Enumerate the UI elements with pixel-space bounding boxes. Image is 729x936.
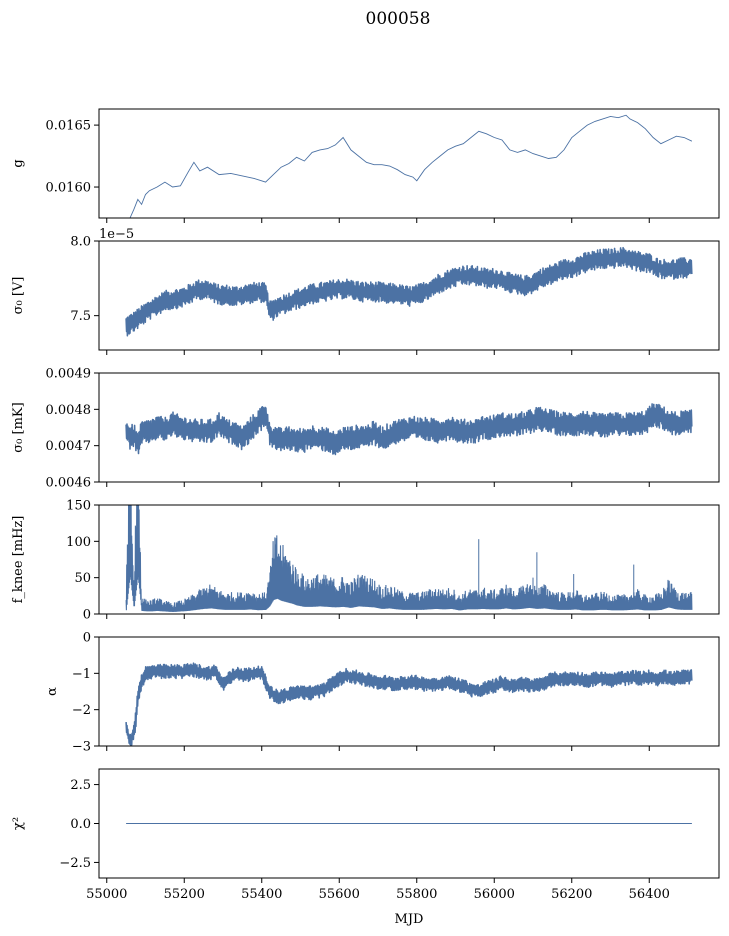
axes-frame [98,504,720,615]
y-tick-label: −3 [72,740,91,755]
y-tick-label: 0 [83,631,91,646]
panel-2: 7.5 8.0 1e−5 σ₀ [V] [11,227,720,355]
series-group [125,662,693,746]
panel-3: 0.0046 0.0047 0.0048 0.0049 σ₀ [mK] [11,367,720,491]
series-line [125,246,693,337]
y-tick-label: 0.0049 [46,367,92,382]
panel-5: −3 −2 −1 0 α [45,631,720,755]
series-line [129,114,693,218]
series-group [125,505,693,613]
y-axis-label: σ₀ [mK] [11,402,26,452]
series-line [125,403,693,456]
series-line [125,505,693,613]
x-axis-label: MJD [395,912,424,927]
y-offset-text: 1e−5 [99,227,134,242]
panel-6: −2.5 0.0 2.5 55000 55200 55400 55600 55800 56000… [11,768,720,902]
y-tick-label: 7.5 [70,309,91,324]
y-tick-label: 0.0047 [46,439,92,454]
axes-frame [98,636,720,747]
y-tick-label: 50 [74,571,91,586]
x-tick-label: 55800 [396,887,437,902]
series-line [125,662,693,746]
y-tick-label: 100 [66,535,91,550]
x-tick-label: 56200 [551,887,592,902]
axes-frame [98,108,720,219]
y-tick-label: 0.0165 [46,119,92,134]
x-tick-label: 55400 [241,887,282,902]
panel-4: 0 50 100 150 f_knee [mHz] [11,499,720,623]
y-tick-label: 8.0 [70,235,91,250]
y-tick-label: 0 [83,608,91,623]
panel-1: 0.0160 0.0165 g [11,108,720,223]
x-tick-label: 55600 [319,887,360,902]
x-tick-label: 55200 [164,887,205,902]
x-tick-label: 55000 [86,887,127,902]
y-tick-label: 150 [66,499,91,514]
y-axis-label: f_knee [mHz] [11,516,26,604]
y-axis-label: σ₀ [V] [11,277,26,315]
series-group [129,114,693,218]
y-tick-label: 0.0160 [46,181,92,196]
figure-title: 000058 [366,9,431,29]
series-group [125,403,693,456]
y-tick-label: −1 [72,667,91,682]
y-axis-label: g [11,159,26,167]
x-tick-label: 56000 [474,887,515,902]
y-tick-label: 2.5 [70,778,91,793]
x-tick-label: 56400 [629,887,670,902]
y-axis-label: α [45,687,60,696]
y-tick-label: −2.5 [59,856,91,871]
y-tick-label: 0.0 [70,817,91,832]
series-group [125,246,693,337]
axes-frame [98,372,720,483]
y-axis-label: χ² [11,817,26,830]
y-tick-label: 0.0048 [46,403,92,418]
y-tick-label: 0.0046 [46,476,92,491]
y-tick-label: −2 [72,703,91,718]
axes-frame [98,240,720,351]
